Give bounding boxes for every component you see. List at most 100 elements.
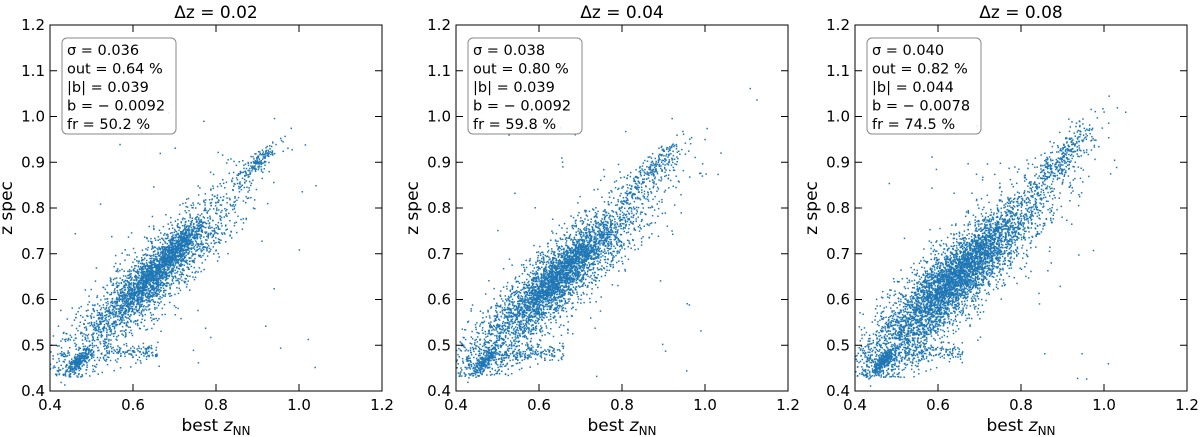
scatter-point [157, 341, 159, 344]
scatter-point [208, 222, 210, 225]
scatter-point [112, 308, 114, 311]
scatter-point [112, 305, 114, 308]
scatter-point [104, 311, 107, 313]
scatter-point [694, 156, 696, 159]
scatter-point [155, 346, 158, 349]
scatter-point [174, 250, 177, 252]
scatter-point [495, 340, 498, 342]
scatter-point [153, 246, 156, 248]
scatter-point [62, 353, 64, 356]
scatter-point [162, 272, 164, 274]
scatter-point [186, 249, 188, 252]
scatter-point [149, 312, 152, 314]
scatter-point [251, 170, 253, 172]
scatter-point [233, 160, 235, 163]
scatter-point [180, 317, 182, 320]
scatter-point [93, 324, 96, 327]
scatter-point [619, 210, 622, 212]
scatter-point [485, 336, 487, 338]
scatter-point [110, 347, 113, 350]
scatter-point [260, 170, 263, 172]
scatter-point [195, 229, 198, 232]
scatter-point [181, 245, 184, 248]
scatter-point [184, 252, 186, 254]
scatter-point [123, 330, 125, 332]
scatter-point [610, 221, 612, 223]
scatter-point [54, 373, 57, 375]
scatter-point [107, 325, 109, 327]
x-tick-label: 0.8 [204, 396, 228, 414]
scatter-point [535, 273, 538, 275]
scatter-point [264, 155, 266, 158]
scatter-point [639, 213, 642, 215]
scatter-point [211, 230, 214, 232]
scatter-point [151, 354, 154, 356]
scatter-point [97, 328, 100, 330]
scatter-point [131, 310, 134, 313]
scatter-point [559, 253, 561, 255]
scatter-point [521, 343, 523, 345]
scatter-point [192, 202, 194, 204]
scatter-point [75, 368, 77, 371]
scatter-point [205, 199, 207, 201]
scatter-point [191, 230, 194, 233]
scatter-point [593, 232, 596, 234]
scatter-point [164, 232, 166, 235]
scatter-point [584, 273, 586, 275]
scatter-point [187, 219, 190, 222]
scatter-point [80, 362, 83, 364]
scatter-point [145, 309, 148, 311]
scatter-point [228, 172, 231, 175]
scatter-point [507, 319, 509, 322]
scatter-point [204, 209, 207, 212]
scatter-point [146, 268, 148, 270]
scatter-point [91, 334, 93, 336]
scatter-point [191, 255, 193, 257]
scatter-point [83, 323, 85, 325]
scatter-point [596, 234, 598, 237]
scatter-point [214, 231, 216, 234]
scatter-point [92, 346, 94, 349]
scatter-point [123, 313, 126, 315]
scatter-point [197, 227, 199, 229]
scatter-point [117, 270, 119, 273]
scatter-point [161, 258, 163, 261]
scatter-point [220, 222, 223, 225]
scatter-point [117, 293, 120, 296]
scatter-point [111, 298, 114, 300]
scatter-point [227, 159, 229, 161]
scatter-point [611, 223, 614, 225]
scatter-point [120, 352, 122, 355]
scatter-point [512, 307, 514, 310]
scatter-point [124, 289, 126, 291]
scatter-point [97, 330, 99, 332]
scatter-point [212, 235, 215, 238]
scatter-point [188, 263, 191, 266]
scatter-point [194, 257, 196, 260]
scatter-point [139, 300, 142, 303]
scatter-point [257, 157, 260, 159]
scatter-point [133, 291, 136, 293]
scatter-point [168, 284, 171, 286]
scatter-point [597, 221, 600, 224]
scatter-point [154, 291, 157, 294]
scatter-point [117, 334, 120, 337]
scatter-point [169, 301, 171, 304]
scatter-point [138, 287, 141, 289]
scatter-point [129, 349, 131, 352]
scatter-point [167, 260, 169, 263]
scatter-point [638, 230, 641, 232]
scatter-point [557, 312, 560, 314]
scatter-point [175, 241, 177, 243]
scatter-point [541, 334, 543, 337]
scatter-point [259, 153, 261, 156]
scatter-point [617, 284, 619, 287]
scatter-point [594, 257, 597, 259]
scatter-point [121, 307, 124, 310]
scatter-point [166, 242, 169, 245]
scatter-point [634, 207, 636, 210]
scatter-point [515, 318, 517, 321]
scatter-point [222, 179, 224, 181]
scatter-point [172, 234, 174, 236]
scatter-point [130, 289, 132, 291]
